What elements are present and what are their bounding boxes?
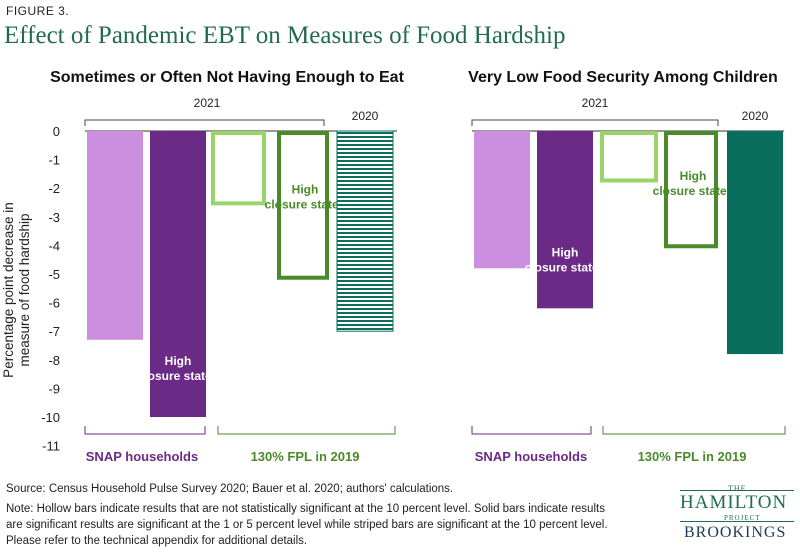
note-line-3: Please refer to the technical appendix f… <box>6 535 307 547</box>
hamilton-project-logo: HAMILTON <box>680 492 787 514</box>
y-tick-label: -8 <box>48 353 60 368</box>
bar <box>337 131 393 331</box>
y-tick-label: -1 <box>48 153 60 168</box>
y-tick-label: -6 <box>48 296 60 311</box>
y-tick-label: -7 <box>48 324 60 339</box>
y-tick-label: -3 <box>48 210 60 225</box>
chart: 0 -1 -2 -3 -4 -5 -6 -7 -8 -9 -10 -11 Percentage poin… <box>0 0 800 480</box>
bar <box>602 133 656 180</box>
y-tick-label: -4 <box>48 238 60 253</box>
y-tick-label: -5 <box>48 267 60 282</box>
bar <box>727 131 783 354</box>
y-tick-label: -2 <box>48 181 60 196</box>
group-bracket <box>85 426 205 434</box>
group-bracket <box>218 426 395 434</box>
year-label-2021: 2021 <box>582 96 609 110</box>
y-tick-label: 0 <box>53 124 60 139</box>
note-line-2: are significant results are significant … <box>6 519 608 531</box>
logo-rule-bottom <box>680 521 794 522</box>
year-label-2021: 2021 <box>194 96 221 110</box>
y-tick-label: -11 <box>42 439 60 454</box>
y-tick-label: -10 <box>41 410 60 425</box>
group-bracket <box>603 426 785 434</box>
year-label-2020: 2020 <box>352 109 379 123</box>
year-label-2020: 2020 <box>742 109 769 123</box>
group-bracket <box>472 426 591 434</box>
bar <box>87 131 143 340</box>
panel-title: Very Low Food Security Among Children <box>468 69 778 86</box>
brookings-logo: BROOKINGS <box>684 524 786 542</box>
group-label: SNAP households <box>475 449 587 464</box>
bar-label: High closure states <box>138 354 219 383</box>
panel-title: Sometimes or Often Not Having Enough to … <box>50 69 404 86</box>
bar <box>537 131 593 308</box>
bar-label: High closure states <box>525 245 606 274</box>
bar <box>474 131 530 268</box>
note-line-1: Note: Hollow bars indicate results that … <box>6 503 605 515</box>
bar <box>213 133 264 203</box>
bracket-2021 <box>472 120 718 126</box>
bracket-2021 <box>85 120 324 126</box>
y-tick-label: -9 <box>48 381 60 396</box>
bar-label: High closure states <box>265 182 346 211</box>
source-note: Source: Census Household Pulse Survey 20… <box>6 483 453 495</box>
y-axis-label: Percentage point decrease inmeasure of f… <box>1 202 32 378</box>
group-label: 130% FPL in 2019 <box>251 449 360 464</box>
group-label: SNAP households <box>86 449 198 464</box>
group-label: 130% FPL in 2019 <box>638 449 747 464</box>
